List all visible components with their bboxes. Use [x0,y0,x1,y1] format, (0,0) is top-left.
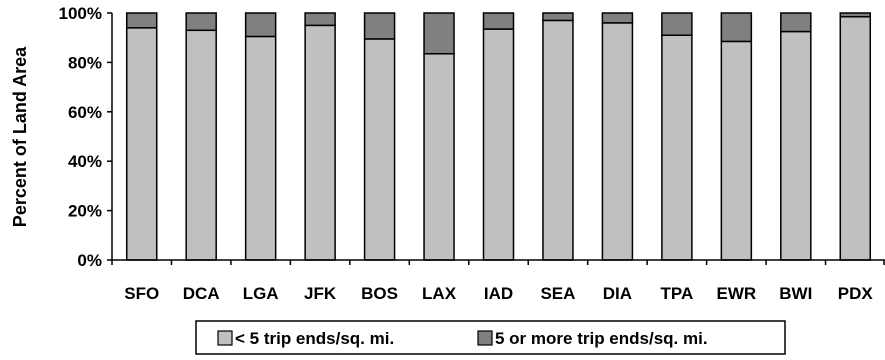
bar-bos-series-0 [363,38,396,261]
legend-label-under-5: < 5 trip ends/sq. mi. [235,329,394,348]
x-tick-label-dia: DIA [603,284,632,303]
x-tick-label-lax: LAX [422,284,457,303]
bar-tpa-series-1 [661,12,693,36]
bar-jfk-series-0 [304,24,336,261]
bar-dia-series-0 [601,22,634,261]
legend: < 5 trip ends/sq. mi. 5 or more trip end… [195,320,786,355]
bar-lax-series-1 [423,12,455,55]
x-axis-categories: SFO DCA LGA JFK BOS LAX IAD SEA DIA TPA EWR BWI PDX [111,260,885,303]
plot-area [111,12,885,261]
bar-tpa-series-0 [661,34,693,261]
x-tick-label-bwi: BWI [779,284,812,303]
bar-jfk-series-1 [304,12,336,27]
bar-dca-series-1 [185,12,217,32]
bar-pdx-series-1 [839,12,872,18]
bar-lga-series-1 [244,12,277,38]
y-tick-label: 0% [77,251,102,270]
legend-label-5-or-more: 5 or more trip ends/sq. mi. [495,329,708,348]
y-axis-ticks: 0% 20% 40% 60% 80% 100% [59,4,112,270]
bar-dca-series-0 [185,29,217,261]
bar-sfo-series-1 [125,12,158,29]
y-axis-label: Percent of Land Area [10,46,30,227]
bar-ewr-series-0 [720,40,753,261]
x-tick-label-tpa: TPA [661,284,694,303]
y-tick-label: 40% [68,152,102,171]
x-tick-label-ewr: EWR [717,284,757,303]
bar-iad-series-1 [482,12,515,30]
bar-sea-series-0 [542,19,574,261]
legend-swatch-under-5 [217,330,233,346]
bar-sfo-series-0 [125,27,158,261]
y-tick-label: 20% [68,202,102,221]
x-tick-label-sfo: SFO [124,284,159,303]
x-tick-label-jfk: JFK [304,284,337,303]
bar-bwi-series-0 [780,30,812,261]
bar-pdx-series-0 [839,15,872,261]
bar-iad-series-0 [482,28,515,261]
bar-bwi-series-1 [780,12,812,33]
x-tick-label-dca: DCA [183,284,220,303]
x-tick-label-bos: BOS [361,284,398,303]
y-tick-label: 100% [59,4,102,23]
bar-lga-series-0 [244,35,277,261]
bar-sea-series-1 [542,12,574,22]
bar-ewr-series-1 [720,12,753,43]
x-tick-label-iad: IAD [484,284,513,303]
legend-swatch-5-or-more [477,330,493,346]
bar-bos-series-1 [363,12,396,40]
x-tick-label-sea: SEA [540,284,575,303]
y-tick-label: 60% [68,103,102,122]
x-tick-label-pdx: PDX [838,284,874,303]
x-tick-label-lga: LGA [243,284,279,303]
y-tick-label: 80% [68,53,102,72]
bar-dia-series-1 [601,12,634,24]
bar-lax-series-0 [423,53,455,261]
